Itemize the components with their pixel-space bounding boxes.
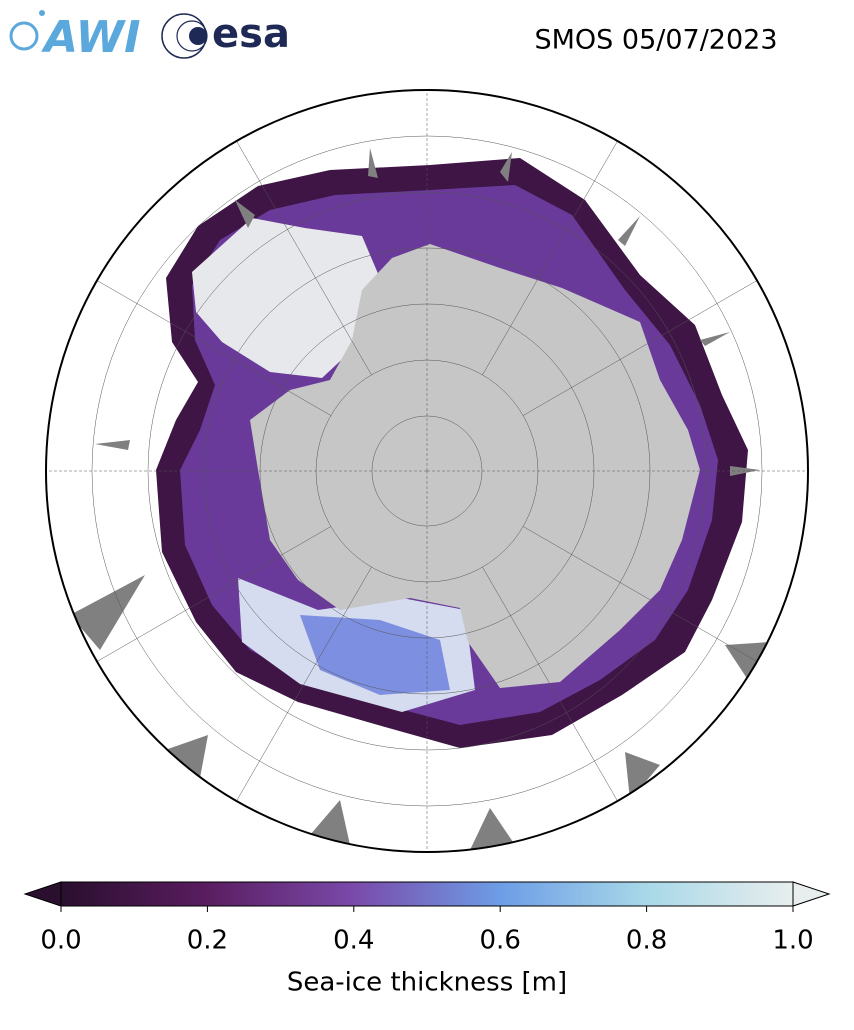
- graticule: [46, 90, 808, 852]
- meridian: [482, 567, 618, 802]
- colorbar-extend-high: [792, 881, 831, 907]
- colorbar-extend-low: [23, 881, 62, 907]
- colorbar-tick-label: 0.2: [187, 926, 228, 956]
- meridian: [482, 140, 618, 375]
- esa-logo: esa: [161, 11, 290, 59]
- colorbar-tick-label: 0.8: [626, 926, 667, 956]
- meridian: [236, 140, 372, 375]
- meridian: [96, 526, 331, 662]
- esa-text: esa: [212, 11, 290, 57]
- map-title: SMOS 05/07/2023: [534, 25, 777, 56]
- awi-text: AWI: [41, 12, 141, 63]
- latitude-circle: [147, 191, 707, 751]
- meridian: [236, 567, 372, 802]
- map: [46, 90, 808, 852]
- awi-logo: AWI: [9, 10, 141, 63]
- meridian: [523, 526, 758, 662]
- colorbar-tick-label: 0.6: [480, 926, 521, 956]
- meridian: [96, 280, 331, 416]
- colorbar-tick-label: 0.0: [40, 926, 81, 956]
- map-boundary: [45, 89, 809, 853]
- colorbar-tick-label: 0.4: [333, 926, 374, 956]
- colorbar-ramp: [60, 881, 794, 907]
- sea-ice-weddell: [192, 218, 385, 378]
- antarctica: [250, 244, 700, 688]
- colorbar: 0.0 0.2 0.4 0.6 0.8 1.0 Sea-ice thickness [m]: [23, 881, 831, 998]
- colorbar-label: Sea-ice thickness [m]: [287, 968, 567, 998]
- meridian: [523, 280, 758, 416]
- colorbar-tick-label: 1.0: [772, 926, 813, 956]
